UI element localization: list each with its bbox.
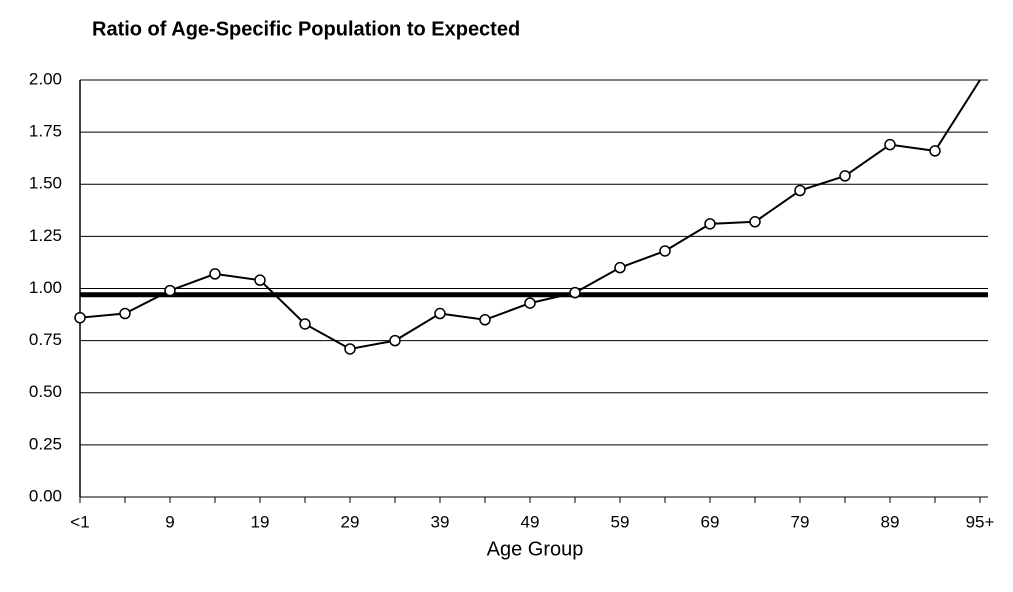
data-point [389, 334, 401, 347]
data-point [929, 145, 941, 157]
x-tick-label: 95+ [966, 512, 995, 531]
y-tick-label: 0.50 [29, 382, 62, 401]
x-tick-label: 79 [791, 512, 810, 531]
data-point [614, 261, 626, 274]
x-tick-label: 49 [521, 512, 540, 531]
data-point [299, 318, 311, 330]
y-tick-label: 2.00 [29, 69, 62, 88]
x-tick-label: 89 [881, 512, 900, 531]
y-tick-label: 0.25 [29, 434, 62, 453]
y-tick-label: 1.50 [29, 174, 62, 193]
x-tick-label: <1 [70, 512, 89, 531]
x-axis-title: Age Group [487, 538, 584, 560]
data-point [704, 218, 716, 230]
data-point [524, 297, 536, 309]
data-point [434, 307, 446, 320]
y-tick-label: 1.25 [29, 226, 62, 245]
x-tick-label: 9 [165, 512, 174, 531]
data-point [74, 311, 86, 324]
x-tick-label: 59 [611, 512, 630, 531]
chart-title: Ratio of Age-Specific Population to Expe… [92, 18, 520, 40]
data-point [794, 184, 806, 197]
data-point [164, 284, 176, 297]
data-point [209, 268, 221, 280]
data-point [659, 245, 671, 257]
data-point [839, 170, 851, 182]
data-point [569, 286, 581, 299]
x-tick-label: 29 [341, 512, 360, 531]
x-tick-label: 39 [431, 512, 450, 531]
y-tick-label: 0.75 [29, 330, 62, 349]
x-tick-label: 19 [251, 512, 270, 531]
data-point [749, 216, 761, 228]
data-point [254, 274, 266, 286]
x-tick-label: 69 [701, 512, 720, 531]
data-point [344, 343, 356, 355]
y-tick-label: 1.75 [29, 122, 62, 141]
data-point [119, 307, 131, 320]
y-tick-label: 1.00 [29, 278, 62, 297]
y-tick-label: 0.00 [29, 486, 62, 505]
data-point [884, 138, 896, 151]
data-point [479, 314, 491, 326]
